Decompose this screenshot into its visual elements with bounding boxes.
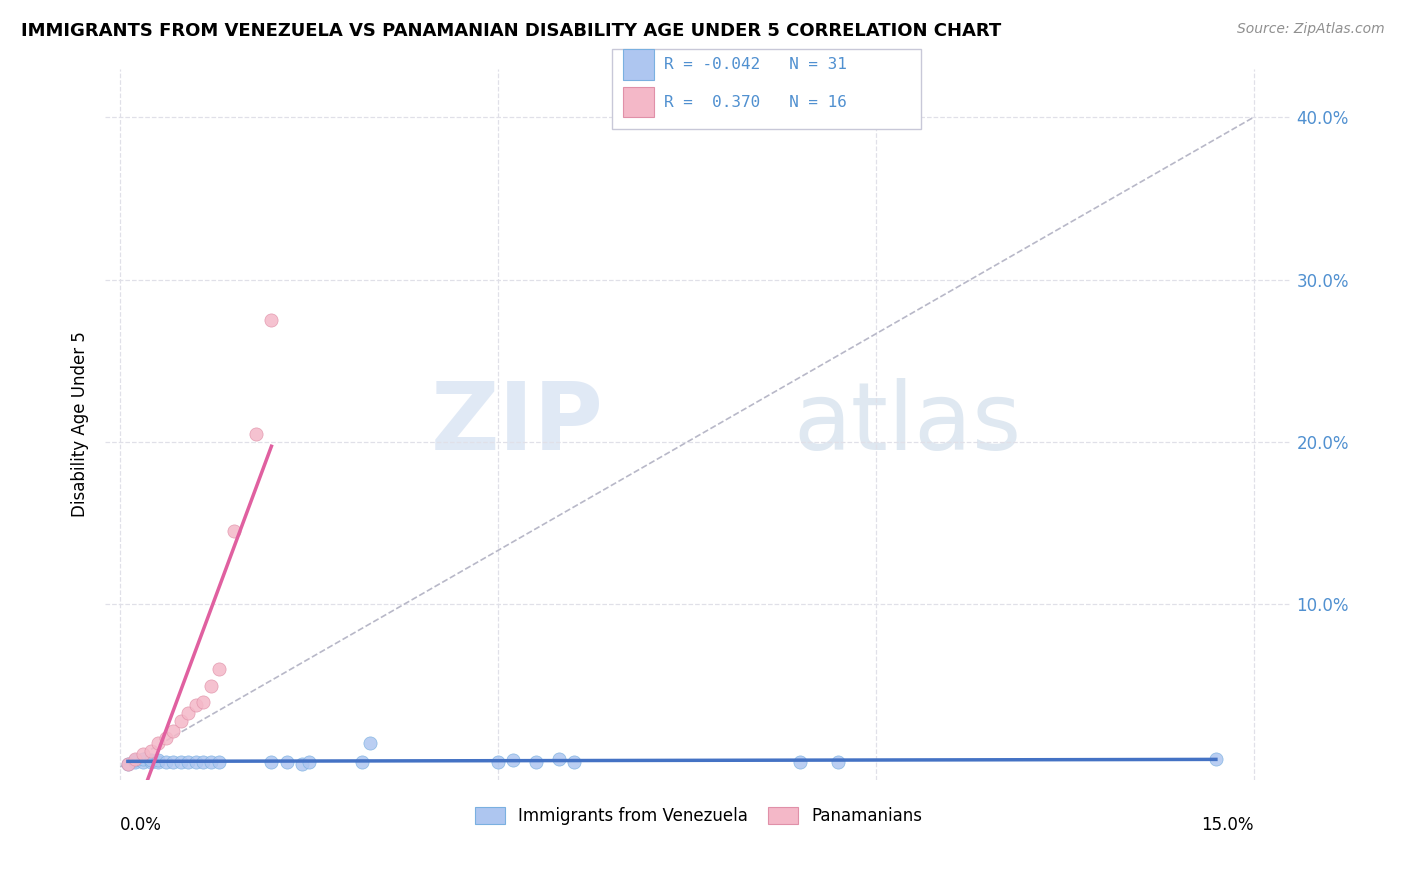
Point [291, 756, 314, 771]
Point [245, 426, 267, 441]
Point [146, 755, 169, 769]
Point [117, 756, 139, 771]
Point [827, 755, 849, 769]
Point [789, 755, 811, 769]
Point [200, 679, 222, 693]
Text: atlas: atlas [793, 378, 1022, 470]
Point [260, 755, 283, 769]
Point [162, 755, 184, 769]
Point [124, 755, 146, 769]
Point [132, 755, 155, 769]
Point [222, 524, 245, 539]
Point [162, 724, 184, 739]
Point [146, 735, 169, 749]
Text: 0.0%: 0.0% [121, 815, 162, 834]
Point [117, 756, 139, 771]
Point [352, 755, 374, 769]
Point [170, 714, 193, 729]
Point [524, 755, 547, 769]
Text: Source: ZipAtlas.com: Source: ZipAtlas.com [1237, 22, 1385, 37]
Text: R =  0.370   N = 16: R = 0.370 N = 16 [664, 95, 846, 110]
Point [139, 753, 162, 767]
Text: 15.0%: 15.0% [1201, 815, 1254, 834]
Y-axis label: Disability Age Under 5: Disability Age Under 5 [72, 331, 89, 517]
Point [170, 755, 193, 769]
Point [146, 753, 169, 767]
Point [124, 753, 146, 767]
Point [184, 698, 207, 713]
Point [207, 755, 229, 769]
Point [155, 731, 177, 745]
Point [547, 752, 569, 766]
Point [276, 755, 298, 769]
Point [193, 755, 215, 769]
Point [260, 313, 283, 327]
Text: ZIP: ZIP [430, 378, 603, 470]
Point [1205, 752, 1227, 766]
Point [139, 744, 162, 758]
Point [359, 735, 381, 749]
Point [124, 752, 146, 766]
Point [486, 755, 509, 769]
Point [207, 663, 229, 677]
Point [200, 755, 222, 769]
Point [184, 755, 207, 769]
Point [177, 706, 200, 721]
Point [193, 695, 215, 709]
Point [177, 755, 200, 769]
Point [139, 755, 162, 769]
Point [502, 753, 524, 767]
Point [132, 752, 155, 766]
Point [155, 755, 177, 769]
Point [562, 755, 585, 769]
Text: IMMIGRANTS FROM VENEZUELA VS PANAMANIAN DISABILITY AGE UNDER 5 CORRELATION CHART: IMMIGRANTS FROM VENEZUELA VS PANAMANIAN … [21, 22, 1001, 40]
Text: R = -0.042   N = 31: R = -0.042 N = 31 [664, 57, 846, 72]
Point [132, 747, 155, 761]
Point [298, 755, 321, 769]
Legend: Immigrants from Venezuela, Panamanians: Immigrants from Venezuela, Panamanians [468, 800, 929, 832]
